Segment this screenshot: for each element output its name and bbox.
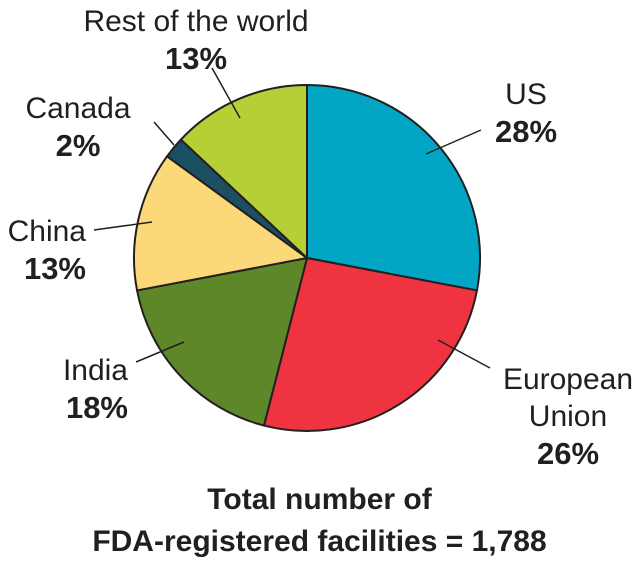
leader-line-2	[135, 341, 185, 363]
slice-label-1-line-1: Union	[529, 400, 607, 433]
slice-percent-2: 18%	[66, 390, 128, 425]
slice-label-5-line-0: Rest of the world	[83, 5, 308, 38]
slice-percent-3: 13%	[24, 251, 86, 286]
pie-slice-3	[132, 155, 308, 292]
leader-line-3	[93, 221, 153, 231]
pie-slice-2	[136, 257, 308, 427]
slice-label-1-line-0: European	[503, 363, 633, 396]
leader-line-1	[437, 339, 491, 369]
slice-label-4-line-0: Canada	[25, 92, 130, 125]
pie-slice-0	[306, 84, 482, 292]
slice-labels: US28%EuropeanUnion26%India18%China13%Can…	[8, 5, 633, 471]
slice-percent-0: 28%	[495, 114, 557, 149]
slice-label-2-line-0: India	[63, 354, 128, 387]
pie-slice-1	[262, 257, 478, 432]
leader-line-0	[425, 129, 482, 155]
leader-lines	[93, 67, 491, 369]
slice-percent-4: 2%	[56, 128, 101, 163]
pie-slices	[132, 84, 482, 432]
total-caption-line-1: Total number of	[207, 483, 432, 516]
slice-percent-5: 13%	[165, 41, 227, 76]
pie-slice-5	[179, 84, 308, 259]
slice-label-0-line-0: US	[505, 78, 547, 111]
leader-line-4	[153, 121, 175, 146]
slice-percent-1: 26%	[537, 436, 599, 471]
slice-label-3-line-0: China	[8, 215, 87, 248]
leader-line-5	[211, 67, 241, 119]
total-caption-line-2: FDA-registered facilities = 1,788	[92, 525, 547, 558]
